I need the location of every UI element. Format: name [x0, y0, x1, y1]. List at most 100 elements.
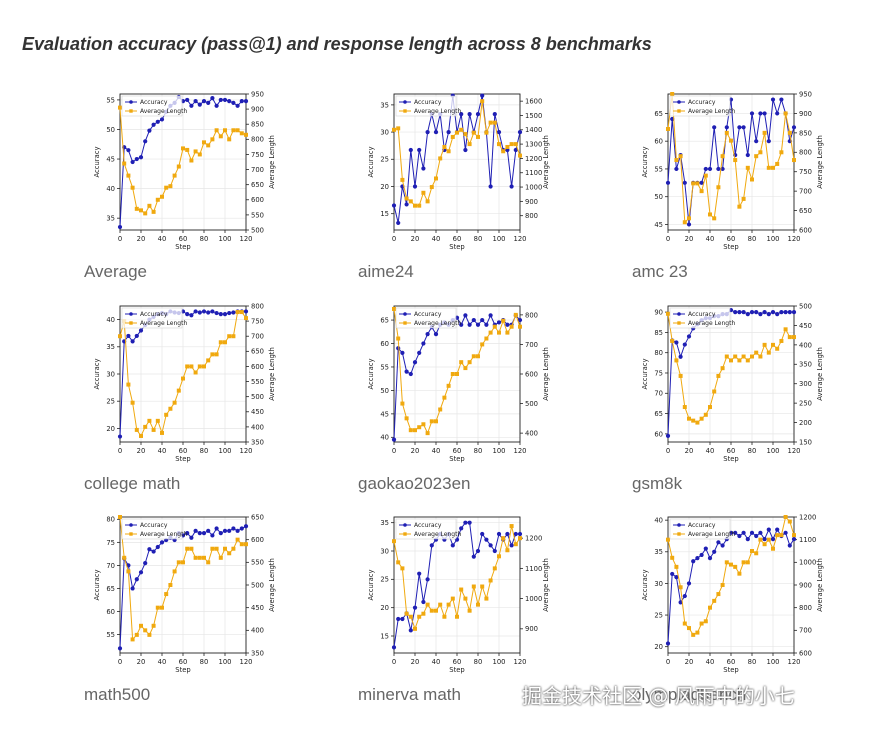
accuracy-point [779, 97, 784, 102]
length-point [771, 546, 775, 551]
y2-tick-label: 500 [525, 400, 538, 408]
y-tick-label: 90 [654, 308, 663, 316]
length-point [206, 143, 211, 148]
chart-panel: 0 20 40 60 80 100 120 45 50 55 60 65 600 650 700 750 800… [632, 90, 880, 310]
length-point [134, 206, 139, 211]
legend-accuracy-label: Accuracy [140, 522, 168, 529]
accuracy-point [126, 333, 131, 339]
accuracy-point [724, 125, 729, 130]
length-point [708, 605, 712, 610]
length-point [400, 177, 405, 182]
length-point [729, 562, 733, 567]
length-point [172, 173, 177, 178]
y2-tick-label: 300 [799, 380, 812, 388]
chart-panel: 0 20 40 60 80 100 120 60 65 70 75 80 85 90 150 200 250 30… [632, 302, 880, 522]
length-point [442, 144, 447, 149]
accuracy-point [686, 334, 692, 339]
legend-length-marker [129, 321, 133, 325]
length-point [223, 546, 227, 551]
length-point [758, 354, 763, 359]
accuracy-point [214, 103, 219, 108]
x-tick-label: 40 [706, 447, 715, 455]
x-tick-label: 60 [179, 447, 188, 455]
length-point [695, 181, 700, 186]
accuracy-point [783, 530, 788, 535]
y2-tick-label: 400 [251, 627, 264, 635]
length-point [674, 564, 679, 569]
y-tick-label: 60 [654, 138, 663, 146]
length-point [471, 584, 476, 589]
length-point [492, 566, 497, 571]
length-point [678, 154, 683, 159]
y2-tick-label: 750 [251, 318, 264, 326]
length-point [505, 548, 510, 553]
length-point [513, 312, 518, 317]
y2-tick-label: 1100 [525, 565, 542, 573]
accuracy-point [421, 599, 426, 605]
accuracy-point [665, 433, 671, 439]
accuracy-point [678, 354, 683, 359]
length-point [741, 196, 746, 201]
chart-caption: gaokao2023en [358, 474, 471, 493]
length-point [682, 405, 687, 410]
legend-accuracy-label: Accuracy [414, 522, 442, 529]
legend-accuracy-marker [403, 100, 407, 104]
accuracy-point [733, 530, 738, 535]
y-tick-label: 35 [380, 101, 389, 109]
legend-length-marker [677, 532, 681, 536]
y-tick-label: 50 [654, 193, 663, 201]
accuracy-point [147, 128, 152, 133]
x-tick-label: 80 [474, 447, 483, 455]
y2-tick-label: 700 [251, 333, 264, 341]
length-point [766, 165, 771, 170]
y2-tick-label: 450 [251, 604, 264, 612]
accuracy-point [488, 184, 493, 189]
accuracy-point [243, 309, 249, 314]
x-axis-label: Step [723, 455, 738, 463]
accuracy-point [758, 530, 763, 535]
length-point [741, 560, 746, 565]
legend: Accuracy Average Length [669, 95, 735, 117]
x-tick-label: 20 [685, 235, 694, 243]
length-point [716, 185, 721, 190]
accuracy-point [201, 531, 207, 536]
y2-tick-label: 900 [251, 106, 264, 114]
length-point [139, 208, 143, 213]
y-tick-label: 30 [654, 580, 663, 588]
y-tick-label: 70 [106, 562, 115, 570]
length-point [446, 383, 451, 388]
accuracy-point [126, 148, 131, 153]
length-point [404, 611, 409, 616]
legend: Accuracy Average Length [395, 518, 461, 540]
legend-accuracy-marker [129, 523, 133, 527]
length-point [476, 602, 480, 607]
y2-tick-label: 350 [799, 361, 812, 369]
legend-accuracy-label: Accuracy [414, 311, 442, 318]
length-point [674, 358, 679, 363]
y2-axis-label: Average Length [816, 558, 824, 612]
accuracy-point [396, 616, 401, 622]
accuracy-point [674, 574, 679, 580]
accuracy-point [155, 119, 160, 124]
length-point [181, 376, 185, 381]
length-point [168, 583, 173, 587]
accuracy-point [758, 111, 763, 116]
accuracy-point [488, 543, 493, 548]
accuracy-point [417, 350, 422, 355]
accuracy-point [408, 147, 413, 153]
length-point [459, 360, 464, 365]
length-point [501, 318, 506, 323]
length-point [792, 533, 796, 538]
accuracy-point [429, 543, 434, 548]
x-tick-label: 120 [514, 235, 527, 243]
x-tick-label: 80 [748, 235, 757, 243]
y2-tick-label: 550 [251, 559, 264, 567]
chart-svg: 0 20 40 60 80 100 120 15 20 25 30 35 800 900 1000 1100 1… [367, 93, 550, 251]
length-point [480, 342, 485, 347]
length-point [754, 154, 759, 159]
y2-tick-label: 1000 [525, 183, 542, 191]
accuracy-point [159, 117, 165, 122]
accuracy-point [130, 586, 135, 591]
length-point [691, 418, 696, 423]
length-point [463, 596, 468, 601]
